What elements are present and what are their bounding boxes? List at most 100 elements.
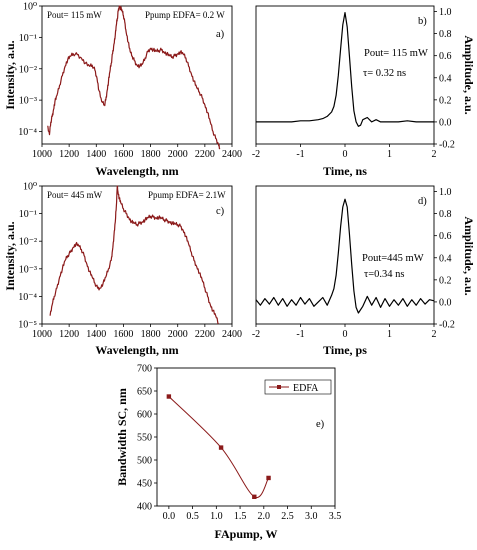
panel-c-y-tick-label: 10⁻¹ xyxy=(19,209,37,220)
panel-a-y-tick-label: 10⁰ xyxy=(23,2,37,13)
panel-b-tau-annotation: τ= 0.32 ns xyxy=(363,68,406,79)
panel-b-y-tick-label: -0.2 xyxy=(439,140,455,151)
panel-a-x-tick-label: 1800 xyxy=(141,149,161,160)
panel-c-x-tick-label: 2200 xyxy=(195,329,215,340)
panel-e-y-tick-label: 600 xyxy=(137,410,152,421)
panel-e-x-tick-label: 2.0 xyxy=(258,511,271,522)
panel-c-x-axis-label: Wavelength, nm xyxy=(95,343,178,357)
panel-a-x-tick-label: 1200 xyxy=(59,149,79,160)
panel-e-x-tick-label: 1.0 xyxy=(210,511,223,522)
panel-b-y-tick-label: 0.0 xyxy=(439,117,452,128)
panel-a-x-tick-label: 2400 xyxy=(222,149,242,160)
panel-e-x-tick-label: 3.0 xyxy=(305,511,318,522)
panel-c-x-tick-label: 1600 xyxy=(113,329,133,340)
panel-a-x-tick-label: 2000 xyxy=(168,149,188,160)
panel-d-x-axis-label: Time, ps xyxy=(323,343,367,357)
panel-c-frame xyxy=(41,185,233,325)
panel-e-data-point xyxy=(252,494,257,499)
panel-b-x-tick-label: 2 xyxy=(432,149,437,160)
panel-e-y-tick-label: 400 xyxy=(137,502,152,513)
panel-e-x-tick-label: 2.5 xyxy=(281,511,294,522)
panel-c-x-tick-label: 1000 xyxy=(32,329,52,340)
panel-e-y-tick-label: 650 xyxy=(137,387,152,398)
panel-c-pout-annotation: Pout= 445 mW xyxy=(47,190,103,200)
panel-d-y-tick-label: -0.2 xyxy=(439,320,455,331)
panel-b-letter: b) xyxy=(418,16,427,27)
panel-c-y-axis-label: Intensity, a.u. xyxy=(3,221,17,290)
panel-c-y-tick-label: 10⁰ xyxy=(23,182,37,193)
panel-e-y-axis-label: Bandwidth SC, nm xyxy=(115,388,129,486)
panel-a-pump-annotation: Ppump EDFA= 0.2 W xyxy=(145,10,225,20)
panel-b-x-tick-label: 1 xyxy=(387,149,392,160)
panel-d-pout-annotation: Pout=445 mW xyxy=(362,253,424,264)
panel-b-pulse-line xyxy=(256,12,434,127)
panel-d-y-tick-label: 0.4 xyxy=(439,253,452,264)
panel-a-letter: a) xyxy=(216,29,225,40)
panel-b-x-axis-label: Time, ns xyxy=(323,164,367,178)
panel-d-letter: d) xyxy=(418,196,427,207)
panel-d-x-tick-label: -2 xyxy=(252,329,260,340)
panel-e-data-point xyxy=(266,475,271,481)
panel-a-spectrum-115mw: 1000 1200 1400 1600 1800 2000 2200 2400 10⁰ 10⁻¹ 1… xyxy=(3,2,242,179)
panel-d-x-tick-label: 0 xyxy=(343,329,348,340)
panel-a-y-tick-label: 10⁻⁴ xyxy=(18,127,37,138)
panel-b-y-tick-label: 0.2 xyxy=(439,95,452,106)
panel-e-y-tick-label: 500 xyxy=(137,456,152,467)
panel-e-legend-box xyxy=(264,379,332,395)
panel-a-x-axis-label: Wavelength, nm xyxy=(95,164,178,178)
panel-e-y-tick-label: 700 xyxy=(137,364,152,375)
panel-b-y-axis-label: Amplitude, a.u. xyxy=(462,35,476,114)
panel-e-x-tick-label: 0.5 xyxy=(186,511,199,522)
panel-b-pout-annotation: Pout= 115 mW xyxy=(364,48,428,59)
panel-e-x-tick-label: 3.5 xyxy=(329,511,342,522)
panel-e-letter: e) xyxy=(316,419,325,430)
panel-e-x-tick-label: 0.0 xyxy=(163,511,176,522)
panel-e-x-axis-label: FApump, W xyxy=(215,527,278,541)
panel-e-x-tick-label: 1.5 xyxy=(234,511,247,522)
panel-b-y-tick-label: 1.0 xyxy=(439,7,452,18)
panel-d-y-tick-label: 1.0 xyxy=(439,187,452,198)
panel-c-y-tick-label: 10⁻² xyxy=(19,237,37,248)
panel-d-x-tick-label: 2 xyxy=(432,329,437,340)
panel-a-y-tick-label: 10⁻¹ xyxy=(19,33,37,44)
panel-c-y-tick-label: 10⁻³ xyxy=(19,264,37,275)
panel-d-y-tick-label: 0.8 xyxy=(439,209,452,220)
panel-b-frame xyxy=(255,5,435,145)
panel-d-x-tick-label: -1 xyxy=(296,329,304,340)
panel-a-frame xyxy=(41,5,233,145)
panel-c-x-tick-label: 1200 xyxy=(59,329,79,340)
panel-c-x-tick-label: 2400 xyxy=(222,329,242,340)
panel-d-y-tick-label: 0.6 xyxy=(439,231,452,242)
panel-c-x-tick-label: 1800 xyxy=(141,329,161,340)
panel-a-x-tick-label: 2200 xyxy=(195,149,215,160)
panel-e-legend: EDFA xyxy=(264,379,332,395)
panel-b-y-tick-label: 0.6 xyxy=(439,51,452,62)
panel-e-legend-marker xyxy=(277,385,281,389)
panel-d-y-tick-label: 0.0 xyxy=(439,297,452,308)
panel-a-y-tick-label: 10⁻² xyxy=(19,64,37,75)
panel-a-x-tick-label: 1400 xyxy=(86,149,106,160)
panel-e-data-point xyxy=(218,445,224,450)
panel-d-x-tick-label: 1 xyxy=(387,329,392,340)
panel-b-y-tick-label: 0.4 xyxy=(439,73,452,84)
panel-d-y-tick-label: 0.2 xyxy=(439,275,452,286)
panel-d-y-axis-label: Amplitude, a.u. xyxy=(462,216,476,295)
panel-e-legend-label: EDFA xyxy=(293,383,319,394)
panel-c-spectrum-line xyxy=(49,185,219,325)
panel-e-data-point xyxy=(166,394,172,399)
panel-b-y-tick-label: 0.8 xyxy=(439,29,452,40)
panel-b-pulse-115mw: -2 -1 0 1 2 1.0 0.8 0.6 0.4 0.2 0.0 -0.2 Pout= 115 … xyxy=(252,5,476,178)
panel-b-x-tick-label: -2 xyxy=(252,149,260,160)
panel-c-spectrum-445mw: 1000 1200 1400 1600 1800 2000 2200 2400 10⁰ 10⁻¹ 1… xyxy=(3,182,242,358)
panel-c-pump-annotation: Ppump EDFA= 2.1W xyxy=(148,190,226,200)
panel-d-tau-annotation: τ=0.34 ns xyxy=(364,269,404,280)
panel-c-y-tick-label: 10⁻⁵ xyxy=(18,320,37,331)
panel-e-fit-curve xyxy=(168,396,269,499)
panel-a-y-axis-label: Intensity, a.u. xyxy=(3,40,17,109)
panel-a-x-tick-label: 1600 xyxy=(113,149,133,160)
panel-c-x-tick-label: 2000 xyxy=(168,329,188,340)
panel-c-letter: c) xyxy=(216,206,225,217)
panel-e-bandwidth-vs-pump: 0.0 0.5 1.0 1.5 2.0 2.5 3.0 3.5 400 450 500 550 600 6… xyxy=(115,364,341,542)
panel-a-spectrum-line xyxy=(47,5,221,150)
